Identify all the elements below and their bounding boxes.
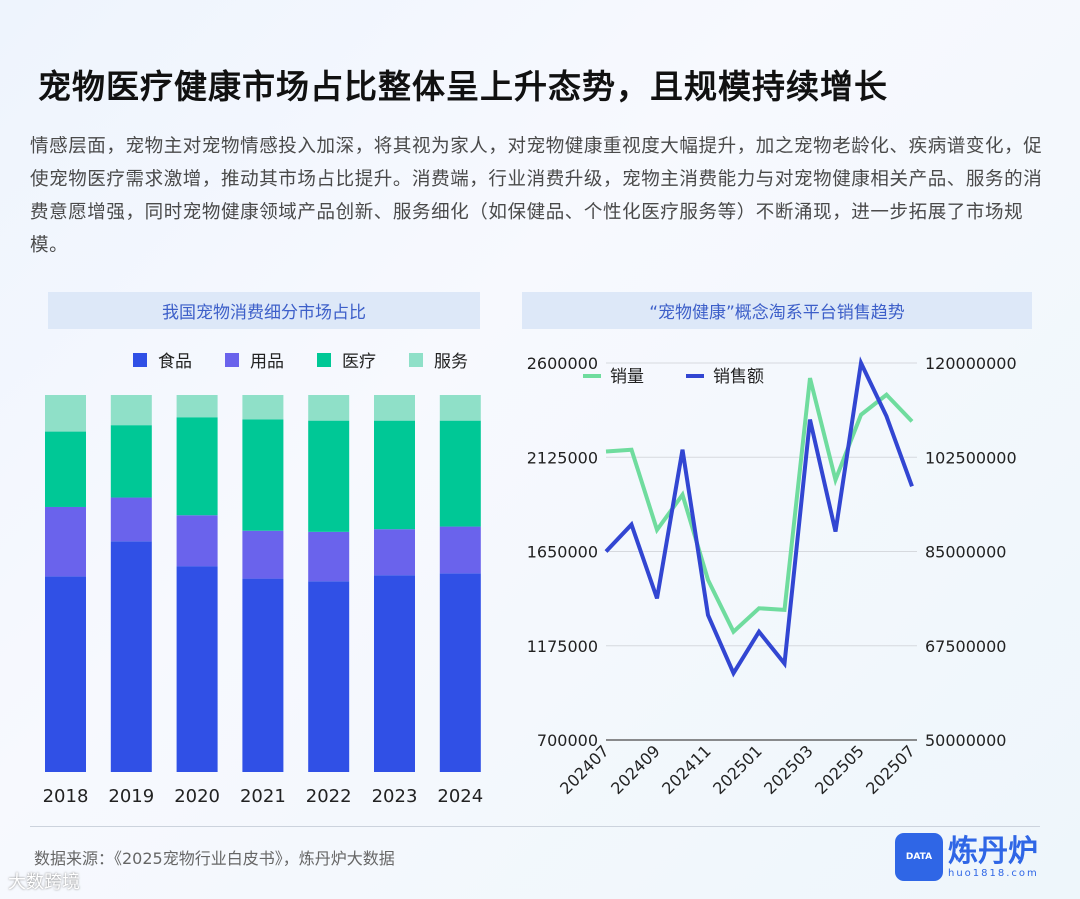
y-left-tick-label: 2600000: [527, 354, 598, 373]
logo-icon: DATA: [895, 833, 943, 881]
bar-segment: [308, 531, 350, 582]
bar-segment: [110, 425, 152, 498]
x-tick-label: 202411: [658, 741, 715, 798]
bar-segment: [374, 529, 415, 576]
bar-segment: [439, 526, 481, 574]
y-right-tick-label: 85000000: [925, 543, 1006, 562]
bar-segment: [242, 578, 284, 772]
bar-segment: [374, 420, 415, 530]
bar-segment: [110, 395, 152, 426]
legend-swatch: [317, 353, 331, 367]
legend-label: 销量: [610, 367, 644, 387]
bar-segment: [45, 395, 86, 432]
data-source: 数据来源：《2025宠物行业白皮书》，炼丹炉大数据: [34, 849, 395, 868]
bar-segment: [242, 395, 284, 420]
bar-segment: [439, 420, 481, 527]
bar-segment: [110, 541, 152, 772]
bar-segment: [110, 497, 152, 542]
bar-segment: [374, 575, 415, 772]
bar-segment: [308, 395, 350, 421]
brand-logo: DATA 炼丹炉 huo1818.com: [895, 833, 1039, 881]
x-tick-label: 202505: [811, 741, 868, 798]
bar-segment: [176, 515, 218, 567]
bar-segment: [439, 395, 481, 421]
x-tick-label: 202503: [760, 741, 817, 798]
x-tick-label: 2018: [43, 786, 89, 807]
bar-segment: [308, 581, 350, 772]
bar-segment: [242, 530, 284, 579]
x-tick-label: 2019: [108, 786, 154, 807]
y-right-tick-label: 102500000: [925, 448, 1017, 467]
x-tick-label: 2022: [306, 786, 352, 807]
bar-segment: [45, 506, 86, 577]
bar-segment: [374, 395, 415, 421]
bar-segment: [308, 420, 350, 532]
bar-segment: [176, 566, 218, 772]
legend-swatch: [133, 353, 147, 367]
y-left-tick-label: 1650000: [527, 543, 598, 562]
bar-chart-title: 我国宠物消费细分市场占比: [48, 292, 480, 329]
bar-segment: [45, 576, 86, 772]
footer-divider: [30, 826, 1040, 827]
legend-label: 食品: [158, 352, 192, 372]
legend-label: 医疗: [342, 352, 376, 372]
line-chart-title: “宠物健康”概念淘系平台销售趋势: [522, 292, 1032, 329]
y-left-tick-label: 2125000: [527, 448, 598, 467]
legend-swatch: [409, 353, 423, 367]
y-right-tick-label: 120000000: [925, 354, 1017, 373]
bar-segment: [176, 395, 218, 418]
logo-name: 炼丹炉: [948, 833, 1038, 869]
page-title: 宠物医疗健康市场占比整体呈上升态势，且规模持续增长: [38, 67, 888, 106]
x-tick-label: 202409: [607, 741, 664, 798]
bar-segment: [242, 419, 284, 531]
x-tick-label: 2021: [240, 786, 286, 807]
x-tick-label: 202507: [862, 741, 919, 798]
legend-label: 服务: [434, 352, 468, 372]
series-line-销量: [605, 377, 914, 635]
y-left-tick-label: 700000: [537, 731, 598, 750]
x-tick-label: 2023: [372, 786, 418, 807]
y-left-tick-label: 1175000: [527, 637, 598, 656]
logo-url: huo1818.com: [948, 867, 1039, 879]
legend-label: 销售额: [713, 367, 764, 387]
x-tick-label: 202501: [709, 741, 766, 798]
x-tick-label: 2020: [174, 786, 220, 807]
description-paragraph: 情感层面，宠物主对宠物情感投入加深，将其视为家人，对宠物健康重视度大幅提升，加之…: [30, 136, 1043, 256]
watermark: 大数跨境: [8, 872, 80, 893]
y-right-tick-label: 67500000: [925, 637, 1006, 656]
bar-segment: [45, 431, 86, 507]
legend-label: 用品: [250, 352, 284, 372]
y-right-tick-label: 50000000: [925, 731, 1006, 750]
bar-segment: [176, 417, 218, 516]
x-tick-label: 2024: [437, 786, 483, 807]
series-line-销售额: [604, 356, 914, 678]
bar-segment: [439, 573, 481, 772]
legend-swatch: [225, 353, 239, 367]
